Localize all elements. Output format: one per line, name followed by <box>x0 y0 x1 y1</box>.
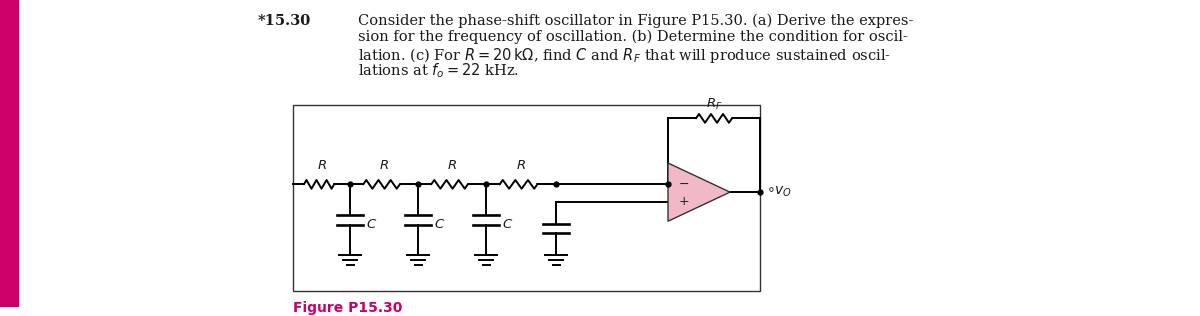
Text: Consider the phase-shift oscillator in Figure P15.30. (a) Derive the expres-: Consider the phase-shift oscillator in F… <box>358 14 913 28</box>
Text: $C$: $C$ <box>434 218 445 231</box>
Text: lation. (c) For $R = 20\,\mathrm{k}\Omega$, find $C$ and $R_F$ that will produce: lation. (c) For $R = 20\,\mathrm{k}\Omeg… <box>358 46 892 64</box>
Text: $C$: $C$ <box>366 218 377 231</box>
Text: lations at $f_o = 22$ kHz.: lations at $f_o = 22$ kHz. <box>358 62 520 80</box>
Text: $R$: $R$ <box>448 159 457 172</box>
Text: $R$: $R$ <box>379 159 389 172</box>
Text: $R$: $R$ <box>516 159 526 172</box>
Text: $C$: $C$ <box>502 218 514 231</box>
Polygon shape <box>668 163 730 221</box>
Bar <box>293 105 760 291</box>
Text: $R$: $R$ <box>317 159 326 172</box>
Text: $-$: $-$ <box>678 177 689 190</box>
Text: sion for the frequency of oscillation. (b) Determine the condition for oscil-: sion for the frequency of oscillation. (… <box>358 30 908 44</box>
Text: *15.30: *15.30 <box>258 14 311 27</box>
Text: $+$: $+$ <box>678 195 689 208</box>
Text: $R_F$: $R_F$ <box>706 96 722 112</box>
Bar <box>0 0 18 307</box>
Text: $\circ v_O$: $\circ v_O$ <box>766 185 792 199</box>
Text: Figure P15.30: Figure P15.30 <box>293 301 402 315</box>
